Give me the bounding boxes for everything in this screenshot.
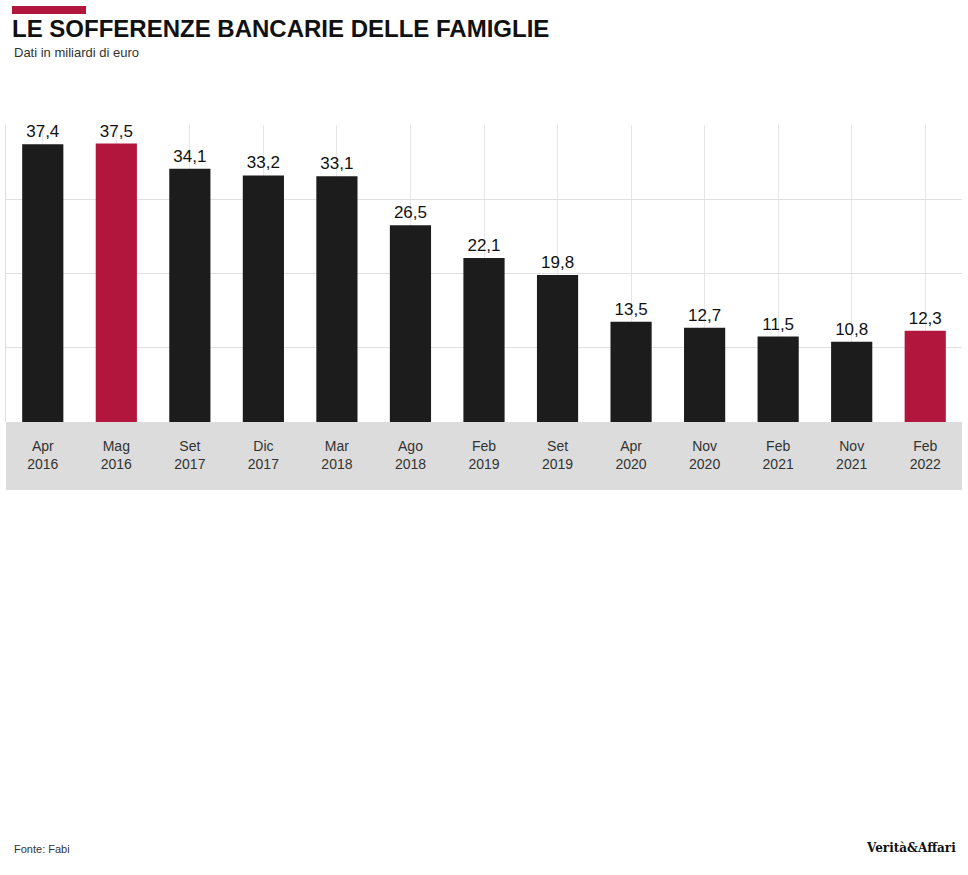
svg-text:Apr2020: Apr2020 [616, 438, 647, 472]
svg-text:Feb2022: Feb2022 [910, 438, 941, 472]
svg-text:Ago2018: Ago2018 [395, 438, 426, 472]
svg-text:11,5: 11,5 [762, 315, 794, 334]
svg-text:Apr2016: Apr2016 [27, 438, 58, 472]
svg-text:34,1: 34,1 [173, 147, 206, 166]
svg-text:26,5: 26,5 [394, 203, 427, 222]
svg-text:Feb2019: Feb2019 [468, 438, 499, 472]
svg-text:Mar2018: Mar2018 [321, 438, 352, 472]
svg-text:Dic2017: Dic2017 [248, 438, 279, 472]
svg-text:22,1: 22,1 [467, 236, 500, 255]
svg-text:Set2019: Set2019 [542, 438, 573, 472]
svg-text:Fonte: Fabi: Fonte: Fabi [14, 843, 70, 855]
svg-text:Mag2016: Mag2016 [101, 438, 132, 472]
svg-text:Dati in miliardi di euro: Dati in miliardi di euro [14, 45, 139, 60]
svg-text:Set2017: Set2017 [174, 438, 205, 472]
svg-text:12,3: 12,3 [909, 309, 942, 328]
svg-text:13,5: 13,5 [615, 300, 648, 319]
svg-text:12,7: 12,7 [688, 306, 721, 325]
svg-text:Feb2021: Feb2021 [763, 438, 794, 472]
svg-text:33,2: 33,2 [247, 153, 280, 172]
svg-text:Nov2020: Nov2020 [689, 438, 720, 472]
svg-text:Nov2021: Nov2021 [836, 438, 867, 472]
svg-text:19,8: 19,8 [541, 253, 574, 272]
svg-text:37,4: 37,4 [26, 122, 59, 141]
svg-text:33,1: 33,1 [320, 154, 353, 173]
svg-text:LE SOFFERENZE BANCARIE DELLE F: LE SOFFERENZE BANCARIE DELLE FAMIGLIE [12, 15, 549, 42]
svg-text:10,8: 10,8 [835, 320, 868, 339]
svg-text:Verità&Affari: Verità&Affari [866, 841, 956, 855]
svg-text:37,5: 37,5 [100, 122, 133, 141]
